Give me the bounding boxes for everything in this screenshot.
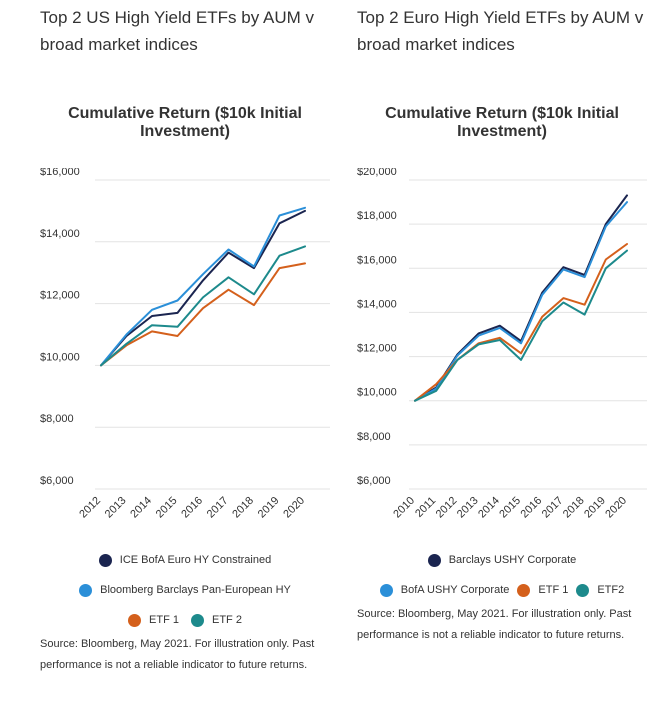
y-tick-label: $6,000 [40, 475, 74, 487]
y-tick-label: $10,000 [40, 351, 80, 363]
x-tick-label: 2017 [540, 495, 566, 521]
legend-item-etf2: ETF2 [576, 583, 625, 597]
legend-label: Barclays USHY Corporate [448, 554, 577, 566]
legend-label: ETF 1 [538, 584, 569, 596]
right-line-chart: $6,000 $8,000 $10,000 $12,000 $14,000 $16,000… [357, 168, 647, 521]
legend-label: Bloomberg Barclays Pan-European HY [100, 584, 291, 596]
y-tick-label: $12,000 [40, 290, 80, 302]
legend-item-etf1: ETF 1 [517, 583, 569, 597]
x-tick-label: 2020 [281, 495, 307, 521]
legend-label: ETF2 [597, 584, 625, 596]
x-tick-label: 2012 [77, 495, 103, 521]
series-line-etf-2 [100, 245, 306, 367]
legend-item-etf1: ETF 1 [128, 613, 179, 627]
x-tick-label: 2018 [561, 495, 587, 521]
x-tick-label: 2010 [391, 495, 417, 521]
y-tick-label: $18,000 [357, 210, 397, 222]
legend-dot [128, 613, 142, 627]
legend-row: ICE BofA Euro HY Constrained [40, 551, 330, 569]
y-tick-label: $14,000 [40, 228, 80, 240]
y-tick-label: $12,000 [357, 343, 397, 355]
y-tick-label: $8,000 [357, 431, 391, 443]
x-tick-label: 2012 [434, 495, 460, 521]
left-line-chart: $6,000 $8,000 $10,000 $12,000 $14,000 $16,000… [40, 168, 330, 521]
legend-dot [576, 583, 590, 597]
x-tick-label: 2019 [256, 495, 282, 521]
left-heading: Top 2 US High Yield ETFs by AUM v broad … [40, 8, 314, 54]
series-line-etf-1 [100, 262, 306, 367]
x-tick-label: 2019 [582, 495, 608, 521]
series-line-bloomberg-barclays-pan-european-hy [100, 206, 306, 367]
legend-dot [98, 553, 112, 567]
right-chart-title: Cumulative Return ($10k Initial Investme… [385, 105, 619, 140]
y-tick-label: $6,000 [357, 475, 391, 487]
y-tick-label: $8,000 [40, 413, 74, 425]
right-chart-panel: Top 2 Euro High Yield ETFs by AUM v broa… [357, 0, 657, 704]
legend-dot [79, 583, 93, 597]
x-tick-label: 2014 [476, 495, 502, 521]
legend-label: ETF 2 [212, 614, 242, 626]
y-tick-label: $20,000 [357, 168, 397, 178]
x-tick-label: 2013 [455, 495, 481, 521]
y-tick-label: $10,000 [357, 387, 397, 399]
legend-item-barclays-ushy: Barclays USHY Corporate [427, 553, 577, 567]
right-source-note: Source: Bloomberg, May 2021. For illustr… [357, 608, 632, 641]
x-tick-label: 2014 [128, 495, 154, 521]
left-chart-panel: Top 2 US High Yield ETFs by AUM v broad … [40, 0, 340, 704]
y-tick-label: $14,000 [357, 298, 397, 310]
legend-row: BofA USHY Corporate ETF 1 ETF2 [357, 581, 647, 599]
legend-row: ETF 1 ETF 2 [40, 611, 330, 629]
x-tick-label: 2020 [603, 495, 629, 521]
series-line-barclays-ushy-corporate [414, 194, 628, 402]
legend-row: Barclays USHY Corporate [357, 551, 647, 569]
x-tick-label: 2018 [230, 495, 256, 521]
x-tick-label: 2016 [519, 495, 545, 521]
legend-label: ETF 1 [149, 614, 179, 626]
legend-item-ice-bofa: ICE BofA Euro HY Constrained [98, 553, 272, 567]
series-line-etf-1 [414, 243, 628, 402]
legend-dot [191, 613, 204, 627]
legend-label: ICE BofA Euro HY Constrained [119, 554, 272, 566]
legend-item-etf2: ETF 2 [191, 613, 242, 627]
legend-dot [427, 553, 441, 567]
legend-label: BofA USHY Corporate [400, 584, 510, 596]
legend-dot [517, 583, 531, 597]
series-line-etf2 [414, 249, 628, 402]
x-tick-label: 2013 [103, 495, 129, 521]
legend-item-bloomberg-barclays: Bloomberg Barclays Pan-European HY [79, 583, 291, 597]
legend-row: Bloomberg Barclays Pan-European HY [40, 581, 330, 599]
right-heading: Top 2 Euro High Yield ETFs by AUM v broa… [357, 8, 644, 54]
series-line-ice-bofa-euro-hy-constrained [100, 209, 306, 367]
x-tick-label: 2011 [413, 495, 438, 520]
left-source-note: Source: Bloomberg, May 2021. For illustr… [40, 638, 315, 671]
x-tick-label: 2015 [154, 495, 180, 521]
y-tick-label: $16,000 [40, 168, 80, 178]
x-tick-label: 2017 [205, 495, 231, 521]
legend-item-bofa-ushy: BofA USHY Corporate [379, 583, 510, 597]
legend-dot [379, 583, 393, 597]
x-tick-label: 2016 [179, 495, 205, 521]
left-chart-title: Cumulative Return ($10k Initial Investme… [68, 105, 302, 140]
x-tick-label: 2015 [497, 495, 523, 521]
y-tick-label: $16,000 [357, 254, 397, 266]
